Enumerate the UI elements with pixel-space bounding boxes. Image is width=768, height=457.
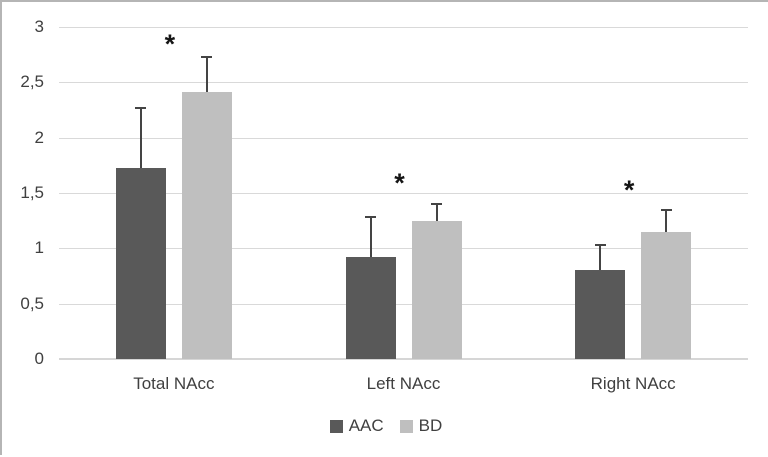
bar-bd-left-nacc bbox=[411, 220, 462, 359]
error-bar-line bbox=[599, 245, 602, 271]
error-bar-cap bbox=[660, 208, 672, 211]
y-tick-label: 2 bbox=[34, 127, 44, 147]
gridline bbox=[59, 27, 748, 28]
y-tick-label: 0 bbox=[34, 349, 44, 368]
y-tick-label: 3 bbox=[34, 17, 44, 36]
error-bar-line bbox=[665, 209, 668, 232]
y-tick-label: 0,5 bbox=[20, 293, 44, 313]
category-label-left-nacc: Left NAcc bbox=[366, 374, 441, 393]
category-label-right-nacc: Right NAcc bbox=[590, 374, 676, 393]
legend-item-bd: BD bbox=[399, 416, 443, 436]
bar-aac-total-nacc bbox=[115, 167, 166, 359]
error-bar-cap bbox=[431, 203, 442, 206]
x-axis-line bbox=[59, 358, 748, 360]
error-bar-line bbox=[369, 217, 372, 258]
legend-label-bd: BD bbox=[418, 416, 443, 435]
error-bar-line bbox=[435, 204, 438, 221]
gridline bbox=[59, 303, 748, 305]
legend-label-aac: AAC bbox=[348, 416, 384, 435]
legend-item-aac: AAC bbox=[329, 416, 384, 436]
bar-bd-total-nacc bbox=[181, 92, 232, 359]
y-tick-label: 2,5 bbox=[20, 72, 44, 92]
error-bar-cap bbox=[365, 216, 376, 219]
bar-aac-left-nacc bbox=[345, 257, 396, 359]
category-label-total-nacc: Total NAcc bbox=[133, 374, 215, 393]
gridline bbox=[59, 193, 748, 194]
error-bar-cap bbox=[201, 55, 213, 58]
y-tick-label: 1,5 bbox=[20, 183, 44, 202]
error-bar-cap bbox=[135, 106, 147, 109]
significance-asterisk: * bbox=[623, 175, 635, 206]
gridline bbox=[59, 137, 748, 139]
significance-asterisk: * bbox=[164, 29, 176, 60]
error-bar-line bbox=[205, 56, 208, 93]
error-bar-line bbox=[139, 107, 142, 168]
significance-asterisk: * bbox=[394, 167, 405, 198]
error-bar-cap bbox=[594, 244, 606, 246]
legend-swatch-bd bbox=[399, 419, 413, 433]
legend: AAC BD bbox=[2, 416, 768, 436]
bar-bd-right-nacc bbox=[641, 231, 692, 359]
gridline bbox=[59, 248, 748, 250]
y-tick-label: 1 bbox=[34, 238, 44, 258]
legend-swatch-aac bbox=[329, 419, 343, 433]
gridline bbox=[59, 82, 748, 84]
bar-aac-right-nacc bbox=[575, 270, 626, 359]
